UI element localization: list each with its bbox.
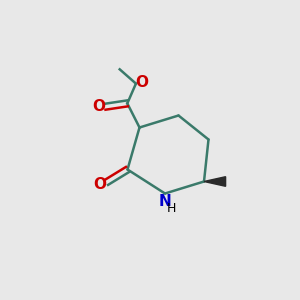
Text: O: O (93, 177, 106, 192)
Text: H: H (166, 202, 176, 215)
Text: O: O (135, 76, 148, 91)
Text: O: O (93, 99, 106, 114)
Polygon shape (204, 177, 226, 186)
Text: N: N (159, 194, 171, 209)
